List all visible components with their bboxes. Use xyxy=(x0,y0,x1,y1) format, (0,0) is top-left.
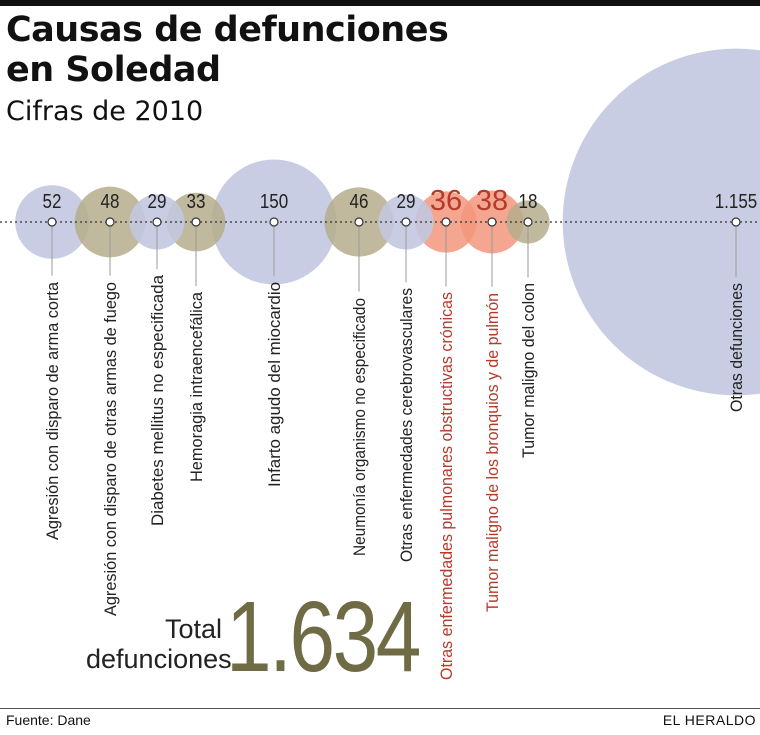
chart-title: Causas de defunciones en Soledad xyxy=(6,10,449,90)
value-label-1: 52 xyxy=(43,190,62,213)
value-label-8: 36 xyxy=(430,185,462,217)
value-label-5: 150 xyxy=(260,190,288,213)
category-label-5: Infarto agudo del miocardio xyxy=(265,282,284,487)
category-labels-layer: Agresión con disparo de arma corta Agresi… xyxy=(43,274,746,680)
chart-subtitle: Cifras de 2010 xyxy=(6,96,204,127)
leader-lines-layer xyxy=(51,227,737,292)
marker-dot-2 xyxy=(105,217,115,227)
category-label-10: Tumor maligno del colon xyxy=(519,283,538,458)
marker-dot-6 xyxy=(354,217,364,227)
top-rule xyxy=(0,0,760,6)
value-label-9: 38 xyxy=(476,185,508,217)
category-label-2: Agresión con disparo de otras armas de f… xyxy=(101,282,120,616)
category-label-6: Neumonía organismo no especificado xyxy=(350,298,369,556)
marker-dot-10 xyxy=(523,217,533,227)
value-labels-layer: 52 48 29 33 150 46 29 36 38 18 1.155 xyxy=(43,185,758,217)
marker-dot-5 xyxy=(269,217,279,227)
category-label-7: Otras enfermedades cerebrovasculares xyxy=(397,288,416,562)
total-label-line-2: defunciones xyxy=(86,644,232,674)
marker-dot-7 xyxy=(401,217,411,227)
value-label-6: 46 xyxy=(350,190,369,213)
value-label-7: 29 xyxy=(397,190,416,213)
value-label-11: 1.155 xyxy=(715,190,758,213)
chart-title-line-1: Causas de defunciones xyxy=(6,10,449,50)
value-label-4: 33 xyxy=(187,190,206,213)
total-label-line-1: Total xyxy=(164,614,222,644)
category-label-8: Otras enfermedades pulmonares obstructiv… xyxy=(437,292,456,680)
category-label-11: Otras defunciones xyxy=(727,283,746,412)
total-label: Total defunciones xyxy=(86,614,232,674)
source-note: Fuente: Dane xyxy=(6,712,91,728)
publisher-brand: EL HERALDO xyxy=(662,712,756,728)
chart-title-line-2: en Soledad xyxy=(6,50,221,90)
marker-dot-8 xyxy=(441,217,451,227)
footer-rule xyxy=(0,708,760,709)
value-label-2: 48 xyxy=(101,190,120,213)
bubble-chart: 52 48 29 33 150 46 29 36 38 18 1.155 Agresión con … xyxy=(0,48,760,680)
value-label-10: 18 xyxy=(519,190,538,213)
marker-dot-3 xyxy=(152,217,162,227)
marker-dots-layer xyxy=(47,217,741,227)
category-label-3: Diabetes mellitus no especificada xyxy=(148,274,167,526)
total-value: 1.634 xyxy=(226,581,421,693)
marker-dot-11 xyxy=(731,217,741,227)
value-label-3: 29 xyxy=(148,190,167,213)
category-label-4: Hemoragia intraencefálica xyxy=(187,291,206,482)
marker-dot-4 xyxy=(191,217,201,227)
marker-dot-9 xyxy=(487,217,497,227)
category-label-9: Tumor maligno de los bronquios y de pulm… xyxy=(483,293,502,612)
marker-dot-1 xyxy=(47,217,57,227)
category-label-1: Agresión con disparo de arma corta xyxy=(43,281,62,540)
